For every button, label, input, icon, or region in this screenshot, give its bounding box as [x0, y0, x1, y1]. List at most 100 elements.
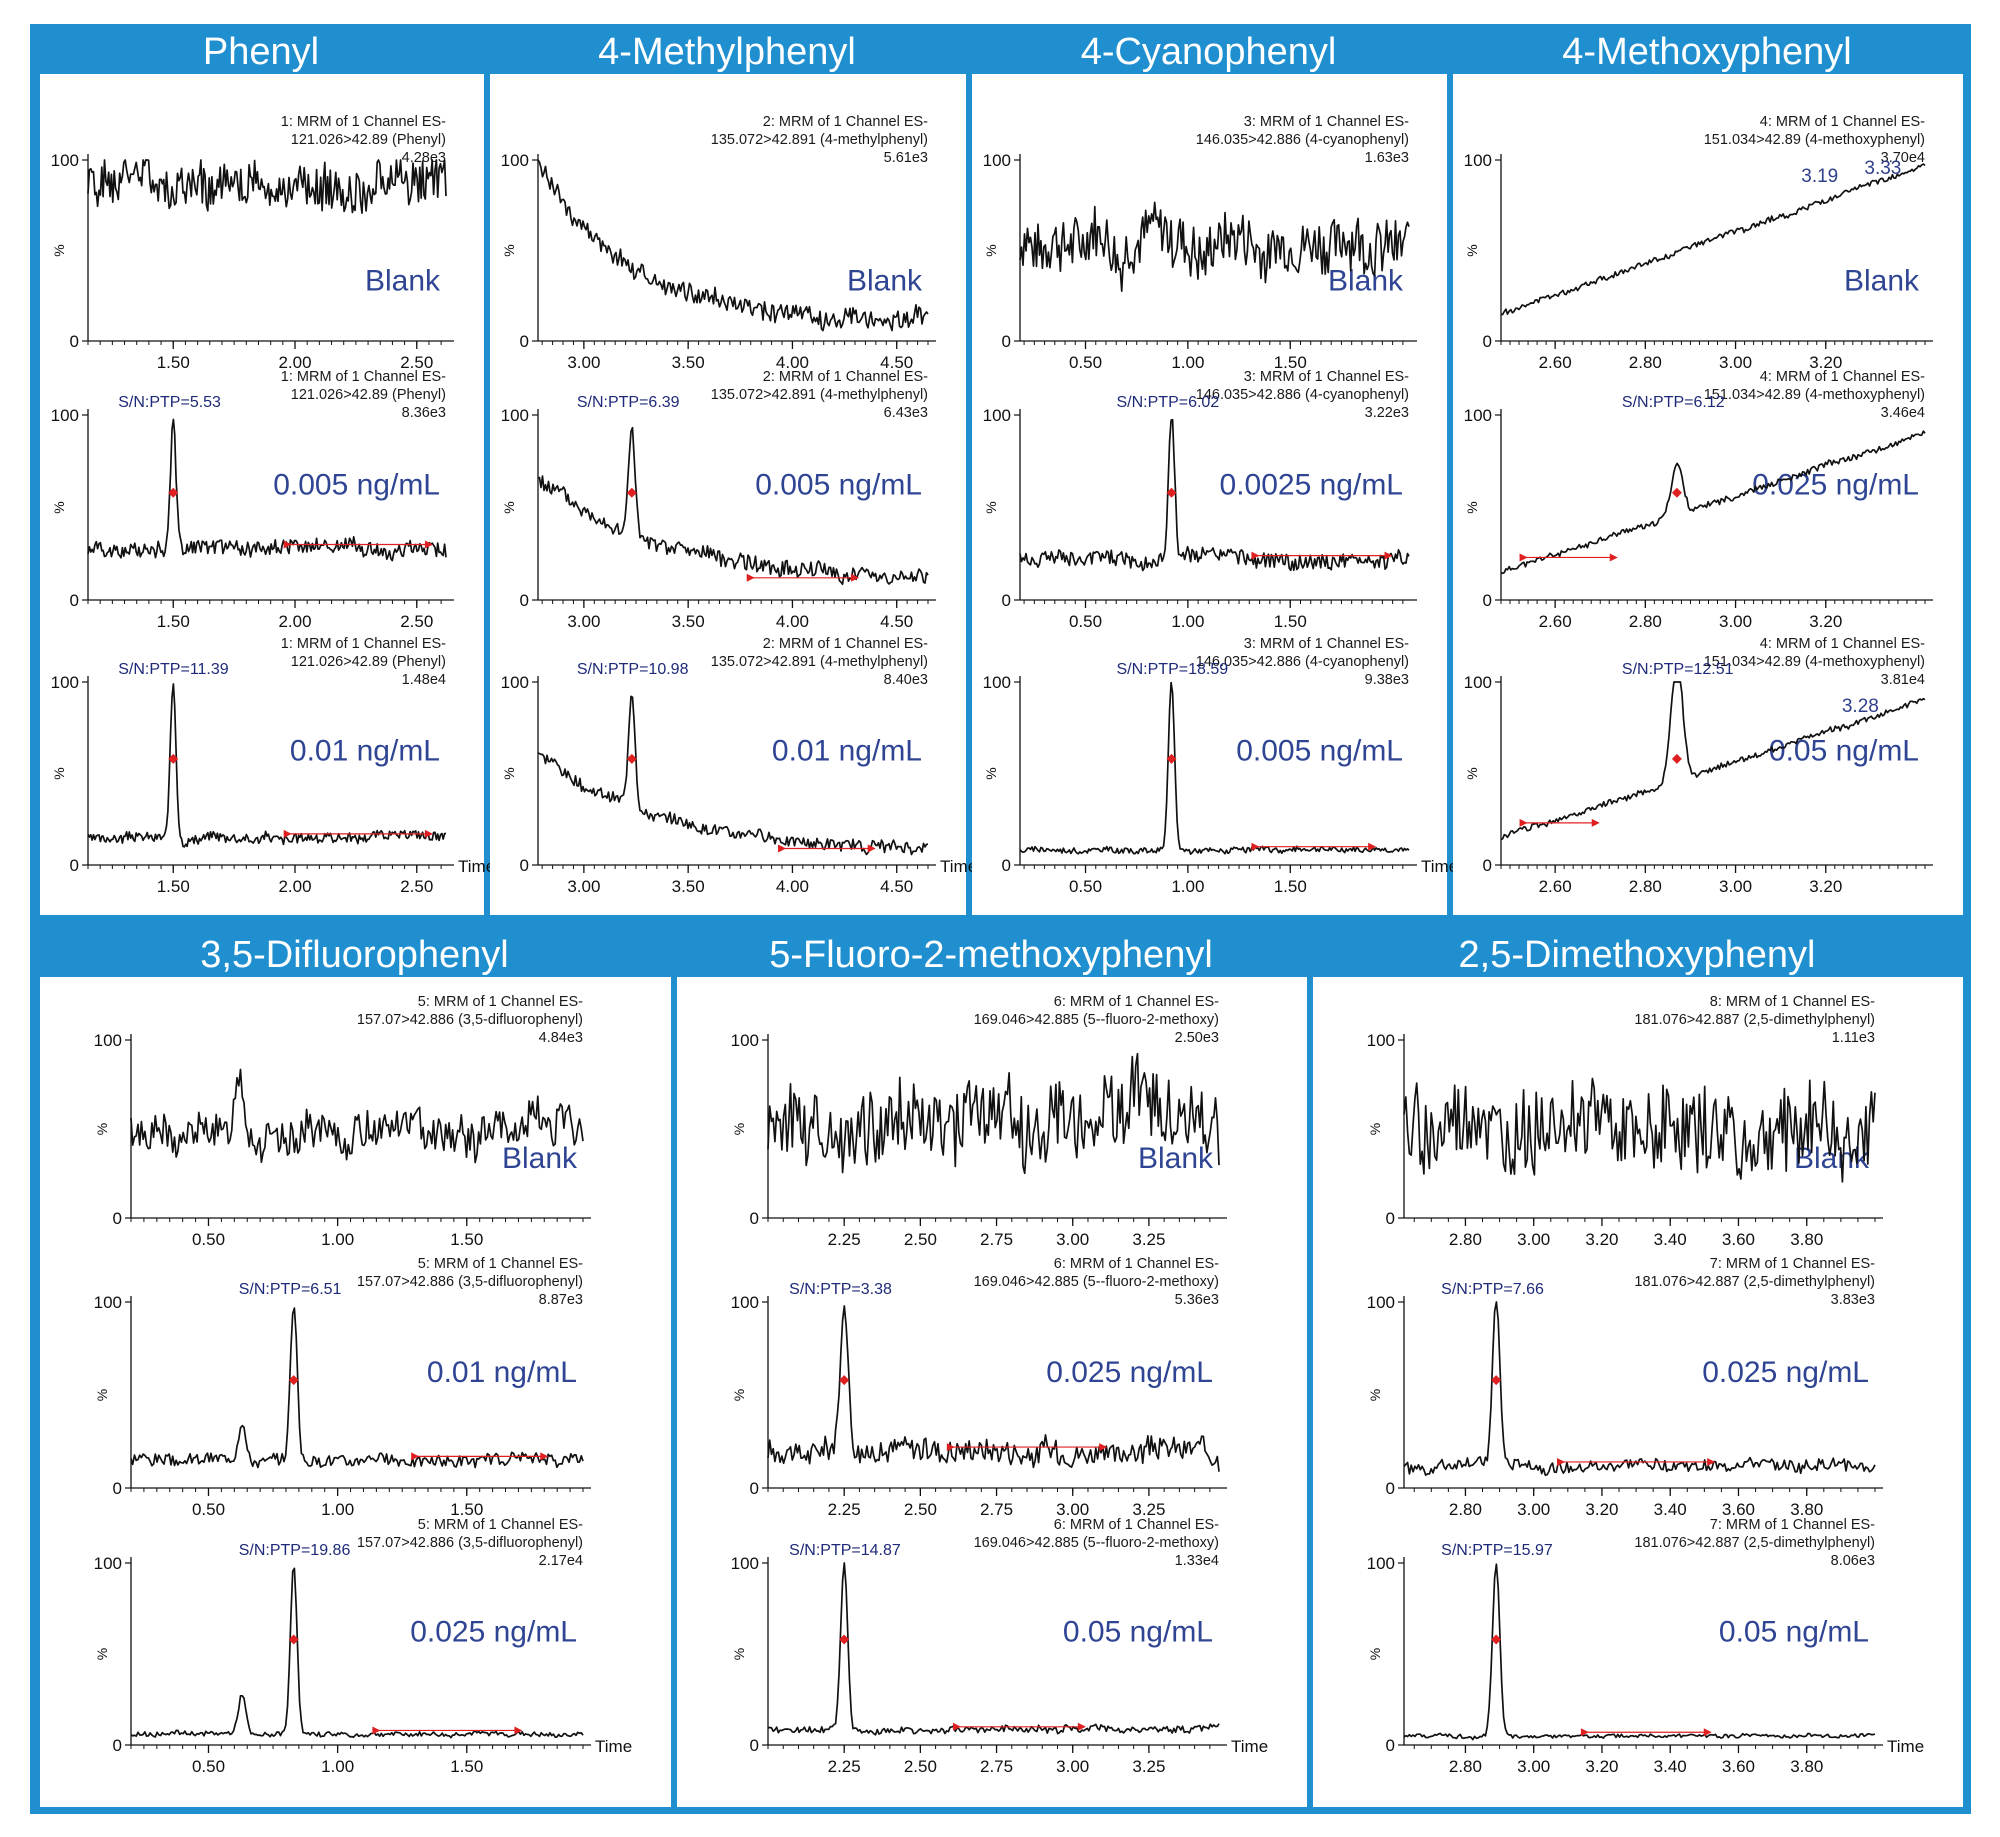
- y-tick-label: 100: [983, 406, 1011, 425]
- x-tick-label: 2.75: [980, 1757, 1013, 1776]
- trace-header-line: 1.63e3: [1365, 150, 1409, 166]
- x-tick-label: 4.00: [776, 877, 809, 896]
- y-axis-label: %: [983, 767, 999, 779]
- y-tick-label: 100: [983, 151, 1011, 170]
- trace-header-line: 3: MRM of 1 Channel ES-: [1244, 369, 1409, 385]
- x-tick-label: 2.00: [278, 877, 311, 896]
- peak-half-height-marker: [288, 1375, 299, 1386]
- peak-half-height-marker: [1671, 487, 1682, 498]
- trace-header-line: 3.83e3: [1831, 1292, 1875, 1308]
- y-axis-label: %: [1367, 1123, 1383, 1135]
- trace-header-line: 151.034>42.89 (4-methoxyphenyl): [1704, 387, 1925, 403]
- trace-header-line: 4.84e3: [539, 1030, 583, 1046]
- x-tick-label: 2.25: [828, 1500, 861, 1519]
- sn-label: S/N:PTP=7.66: [1441, 1281, 1544, 1298]
- chromatogram-trace: [537, 159, 929, 332]
- noise-range-marker: [424, 829, 433, 838]
- x-tick-label: 2.80: [1449, 1500, 1482, 1519]
- trace-header-line: 2: MRM of 1 Channel ES-: [763, 636, 928, 652]
- trace-header-line: 5: MRM of 1 Channel ES-: [418, 1517, 583, 1533]
- sample-label: 0.005 ng/mL: [273, 469, 440, 502]
- sample-label: 0.005 ng/mL: [755, 469, 922, 502]
- x-tick-label: 2.80: [1629, 877, 1662, 896]
- y-tick-label: 100: [1464, 406, 1492, 425]
- x-tick-label: 1.50: [157, 612, 190, 631]
- noise-range-marker: [1591, 818, 1600, 827]
- sn-label: S/N:PTP=15.97: [1441, 1542, 1553, 1559]
- x-tick-label: 3.20: [1585, 1757, 1618, 1776]
- y-tick-label: 0: [520, 332, 529, 351]
- x-tick-label: 2.00: [278, 353, 311, 372]
- trace-header-line: 8.36e3: [402, 405, 446, 421]
- x-tick-label: 4.50: [880, 612, 913, 631]
- panel-5-fluoro-2-methoxyphenyl: 5-Fluoro-2-methoxyphenyl 0 100% 2.25 2.50 2.7…: [677, 934, 1307, 1807]
- trace-header-line: 1: MRM of 1 Channel ES-: [281, 114, 446, 130]
- chromatogram-2: 0 100% 3.00 3.50 4.00 4.50 2: MRM of 1 Channel…: [501, 369, 936, 631]
- time-axis-label: Time: [458, 857, 495, 876]
- time-axis-label: Time: [595, 1737, 632, 1756]
- trace-header-line: 5: MRM of 1 Channel ES-: [418, 1256, 583, 1272]
- x-tick-label: 3.50: [672, 877, 705, 896]
- noise-range-marker: [283, 540, 292, 549]
- noise-range-marker: [1609, 553, 1618, 562]
- trace-header-line: 3.81e4: [1881, 672, 1925, 688]
- x-tick-label: 1.00: [321, 1230, 354, 1249]
- panel-title: Phenyl: [203, 31, 319, 73]
- y-tick-label: 0: [1386, 1209, 1395, 1228]
- trace-header-line: 4.28e3: [402, 150, 446, 166]
- noise-range-marker: [1077, 1722, 1086, 1731]
- sample-label: Blank: [1794, 1142, 1870, 1175]
- chromatogram-1: 0 100% 2.60 2.80 3.00 3.20 4: MRM of 1 Channel…: [1464, 114, 1933, 372]
- sample-label: 0.025 ng/mL: [1702, 1356, 1869, 1389]
- chromatogram-trace: [1019, 681, 1410, 855]
- y-axis-label: %: [94, 1123, 110, 1135]
- x-tick-label: 1.00: [321, 1757, 354, 1776]
- noise-range-marker: [540, 1452, 549, 1461]
- chromatogram-1: 0 100% 3.00 3.50 4.00 4.50 2: MRM of 1 Channel…: [501, 114, 936, 372]
- chromatogram-trace: [130, 1567, 584, 1739]
- time-axis-label: Time: [1421, 857, 1458, 876]
- trace-header-line: 7: MRM of 1 Channel ES-: [1710, 1517, 1875, 1533]
- noise-range-marker: [372, 1726, 381, 1735]
- x-tick-label: 3.00: [567, 612, 600, 631]
- y-axis-label: %: [1464, 767, 1480, 779]
- x-tick-label: 2.80: [1629, 353, 1662, 372]
- noise-range-marker: [1557, 1457, 1565, 1466]
- sn-label: S/N:PTP=6.02: [1117, 394, 1220, 411]
- noise-range-marker: [1251, 842, 1260, 851]
- trace-header-line: 3: MRM of 1 Channel ES-: [1244, 636, 1409, 652]
- chromatogram-trace: [1403, 1077, 1876, 1183]
- y-axis-label: %: [51, 767, 67, 779]
- trace-header-line: 8.40e3: [884, 672, 928, 688]
- y-tick-label: 100: [1367, 1293, 1395, 1312]
- y-axis-label: %: [51, 244, 67, 256]
- x-tick-label: 3.00: [1517, 1757, 1550, 1776]
- sample-label: Blank: [1138, 1142, 1214, 1175]
- peak-time-annotation: 3.19: [1801, 166, 1838, 187]
- y-axis-label: %: [501, 244, 517, 256]
- x-tick-label: 2.50: [400, 612, 433, 631]
- sn-label: S/N:PTP=3.38: [789, 1281, 892, 1298]
- y-axis-label: %: [501, 501, 517, 513]
- y-tick-label: 0: [1002, 591, 1011, 610]
- chromatogram-trace: [1403, 1563, 1876, 1741]
- trace-header-line: 6: MRM of 1 Channel ES-: [1054, 1517, 1219, 1533]
- peak-half-height-marker: [1166, 487, 1177, 498]
- trace-header-line: 169.046>42.885 (5--fluoro-2-methoxy): [974, 1274, 1219, 1290]
- chromatogram-trace: [537, 695, 929, 856]
- x-tick-label: 3.00: [1056, 1230, 1089, 1249]
- x-tick-label: 1.00: [1171, 612, 1204, 631]
- y-axis-label: %: [1367, 1389, 1383, 1401]
- trace-header-line: 135.072>42.891 (4-methylphenyl): [711, 387, 928, 403]
- chromatogram-3: 0 100% 2.60 2.80 3.00 3.20 4: MRM of 1 Channel…: [1464, 636, 1933, 896]
- x-tick-label: 2.60: [1539, 877, 1572, 896]
- peak-half-height-marker: [1166, 753, 1177, 764]
- sample-label: Blank: [1844, 264, 1920, 297]
- x-tick-label: 2.25: [828, 1230, 861, 1249]
- trace-header-line: 151.034>42.89 (4-methoxyphenyl): [1704, 132, 1925, 148]
- sample-label: Blank: [847, 264, 923, 297]
- noise-range-marker: [411, 1452, 420, 1461]
- x-tick-label: 2.00: [278, 612, 311, 631]
- trace-header-line: 181.076>42.887 (2,5-dimethylphenyl): [1634, 1274, 1875, 1290]
- trace-header-line: 2: MRM of 1 Channel ES-: [763, 114, 928, 130]
